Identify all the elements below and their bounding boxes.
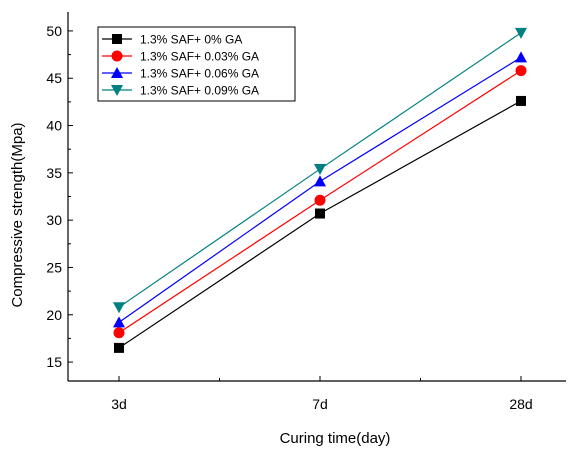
- y-tick-label: 50: [46, 23, 62, 39]
- legend-marker: [111, 85, 123, 96]
- data-point: [314, 175, 326, 187]
- series-3: [113, 51, 527, 328]
- data-point: [315, 208, 325, 219]
- y-tick-label: 15: [46, 354, 62, 370]
- y-tick-label: 25: [46, 259, 62, 275]
- legend-item: 1.3% SAF+ 0.06% GA: [102, 67, 259, 81]
- data-point: [114, 342, 124, 353]
- legend-marker: [112, 34, 122, 44]
- legend-item: 1.3% SAF+ 0.03% GA: [102, 50, 259, 64]
- axes: 15 20 25 30 35 40 45 50 3d 7d 28d: [46, 12, 566, 412]
- legend-label: 1.3% SAF+ 0.09% GA: [140, 84, 259, 98]
- data-point: [515, 65, 527, 77]
- series-2: [113, 65, 527, 339]
- series-line: [118, 100, 522, 349]
- legend-marker: [111, 67, 123, 78]
- y-axis-title: Compressive strength(Mpa): [9, 122, 26, 307]
- y-tick-label: 30: [46, 212, 62, 228]
- legend: 1.3% SAF+ 0% GA 1.3% SAF+ 0.03% GA 1.3% SA…: [97, 26, 296, 102]
- data-point: [113, 316, 125, 328]
- data-point: [113, 302, 125, 314]
- data-point: [516, 95, 526, 106]
- legend-label: 1.3% SAF+ 0.03% GA: [140, 50, 259, 64]
- data-point: [314, 164, 326, 176]
- x-tick-label: 7d: [312, 396, 328, 412]
- legend-label: 1.3% SAF+ 0.06% GA: [140, 67, 259, 81]
- y-tick-label: 35: [46, 165, 62, 181]
- y-tick-label: 20: [46, 307, 62, 323]
- data-point: [515, 51, 527, 63]
- y-tick-label: 45: [46, 70, 62, 86]
- legend-label: 1.3% SAF+ 0% GA: [140, 33, 242, 47]
- series-1: [114, 95, 526, 353]
- series-layer: [113, 27, 527, 353]
- data-point: [113, 327, 125, 339]
- legend-item: 1.3% SAF+ 0.09% GA: [102, 84, 259, 98]
- legend-item: 1.3% SAF+ 0% GA: [102, 33, 242, 47]
- x-axis-title: Curing time(day): [280, 430, 391, 447]
- x-tick-label: 28d: [509, 396, 532, 412]
- series-4: [113, 27, 527, 314]
- data-point: [515, 27, 527, 39]
- x-tick-label: 3d: [111, 396, 127, 412]
- data-point: [314, 194, 326, 206]
- legend-marker: [111, 50, 123, 62]
- y-tick-label: 40: [46, 118, 62, 134]
